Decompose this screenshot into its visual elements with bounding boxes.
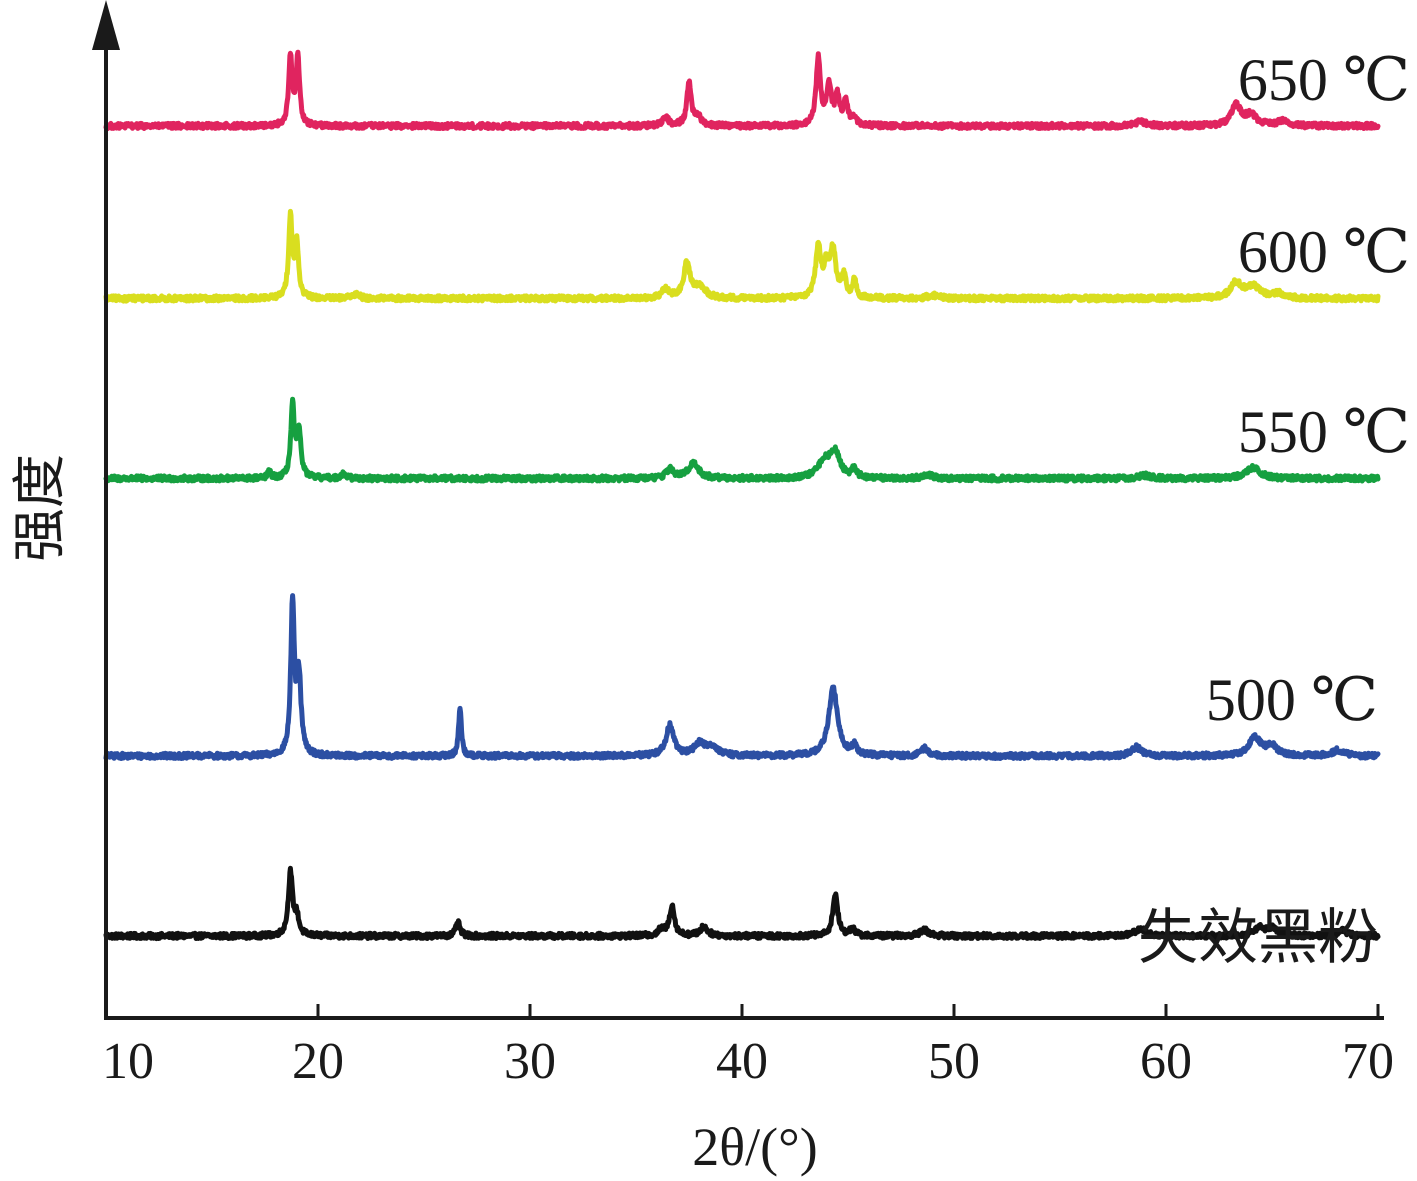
- axes-group: [92, 0, 1384, 1020]
- series-label-4: 650 ℃: [1238, 47, 1410, 113]
- series-label-3: 600 ℃: [1238, 219, 1410, 285]
- series-label-0: 失效黑粉: [1138, 905, 1378, 971]
- x-axis-title: 2θ/(°): [692, 1117, 817, 1177]
- x-tick-label: 30: [504, 1033, 556, 1090]
- x-tick-label: 20: [292, 1033, 344, 1090]
- traces-group: [103, 49, 1381, 942]
- x-ticks-group: 10 20 30 40 50 60 70: [102, 1004, 1394, 1090]
- x-tick-label: 10: [102, 1033, 154, 1090]
- x-tick-label: 70: [1342, 1033, 1394, 1090]
- series-label-2: 550 ℃: [1238, 399, 1410, 465]
- y-axis-arrow-icon: [92, 0, 120, 50]
- x-tick-label: 60: [1140, 1033, 1192, 1090]
- x-tick-label: 50: [928, 1033, 980, 1090]
- x-tick-label: 40: [716, 1033, 768, 1090]
- series-labels-group: 失效黑粉 500 ℃ 550 ℃ 600 ℃ 650 ℃: [1138, 47, 1410, 971]
- y-axis-title: 强度: [10, 454, 70, 562]
- series-line-0: [103, 865, 1381, 942]
- series-line-1: [103, 593, 1381, 761]
- series-label-1: 500 ℃: [1206, 667, 1378, 733]
- series-line-2: [103, 396, 1381, 484]
- series-line-4: [103, 49, 1381, 132]
- series-line-3: [103, 208, 1381, 304]
